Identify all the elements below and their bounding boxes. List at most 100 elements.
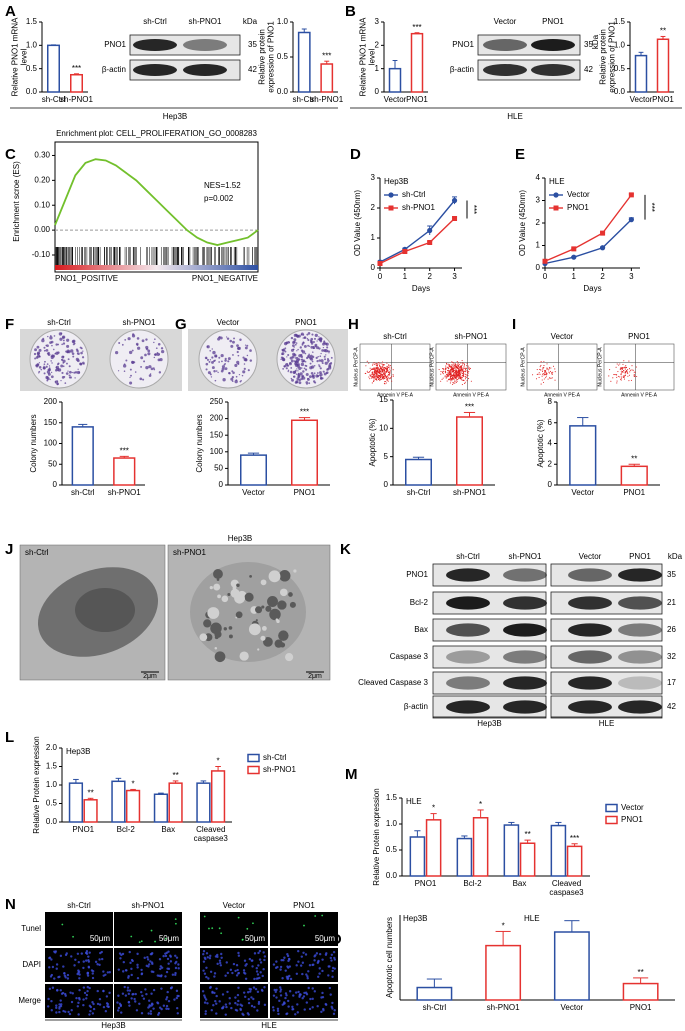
rank-strip bbox=[55, 265, 258, 270]
colony bbox=[300, 377, 303, 381]
cell-dot bbox=[282, 1002, 286, 1005]
colony bbox=[46, 344, 49, 348]
event bbox=[542, 372, 544, 375]
colony bbox=[318, 336, 320, 338]
cell-dot bbox=[262, 951, 265, 954]
cell-dot bbox=[308, 1007, 312, 1011]
group-label: HLE bbox=[599, 719, 615, 728]
marker bbox=[628, 192, 634, 198]
vacuole bbox=[207, 607, 220, 619]
event bbox=[377, 363, 379, 365]
blot-band bbox=[618, 676, 662, 690]
cell-dot bbox=[204, 998, 208, 1001]
vacuole bbox=[221, 595, 229, 603]
significance: *** bbox=[72, 64, 81, 73]
event bbox=[620, 370, 622, 372]
colony bbox=[158, 371, 162, 374]
colony bbox=[305, 365, 308, 368]
event bbox=[380, 366, 382, 368]
y-tick-label: 1.5 bbox=[46, 762, 58, 771]
cell-dot bbox=[70, 1000, 74, 1004]
event bbox=[373, 379, 375, 381]
fluorescence-image bbox=[270, 912, 338, 946]
colony bbox=[294, 369, 297, 372]
cells bbox=[201, 985, 267, 1017]
cell-dot bbox=[116, 1009, 120, 1012]
cell-dot bbox=[162, 1004, 166, 1007]
cell-dot bbox=[325, 952, 328, 955]
vacuole bbox=[228, 634, 233, 639]
event bbox=[454, 380, 456, 382]
cell-dot bbox=[226, 971, 230, 975]
colony bbox=[145, 338, 148, 341]
flow-events bbox=[532, 361, 556, 385]
colony bbox=[210, 376, 213, 378]
panel-letter: I bbox=[512, 316, 516, 333]
event bbox=[374, 373, 376, 375]
cell-dot bbox=[328, 986, 332, 990]
cell-dot bbox=[321, 958, 324, 961]
colony bbox=[308, 382, 311, 385]
colony bbox=[220, 353, 224, 358]
colony bbox=[49, 378, 51, 381]
colony bbox=[125, 359, 128, 362]
blot-band bbox=[503, 623, 547, 637]
x-tick-label: 0 bbox=[543, 272, 548, 281]
event bbox=[554, 371, 556, 373]
colony bbox=[320, 359, 324, 363]
protein-label: β-actin bbox=[450, 65, 474, 74]
colony bbox=[66, 344, 70, 348]
colony bbox=[307, 332, 311, 335]
event bbox=[374, 369, 376, 372]
event bbox=[379, 379, 381, 382]
cell-dot bbox=[102, 1005, 106, 1009]
event bbox=[452, 381, 454, 383]
event bbox=[452, 369, 454, 371]
colony bbox=[293, 346, 295, 348]
event bbox=[372, 363, 374, 365]
event bbox=[377, 369, 379, 371]
cell-dot bbox=[174, 966, 178, 970]
cell-dot bbox=[330, 953, 334, 956]
event bbox=[376, 376, 378, 378]
cell-dot bbox=[246, 991, 250, 994]
event bbox=[392, 374, 394, 376]
event bbox=[381, 368, 383, 370]
event bbox=[383, 377, 385, 379]
event bbox=[375, 367, 377, 369]
x-tick-label: 1 bbox=[403, 272, 408, 281]
bar bbox=[291, 419, 318, 486]
cell-dot bbox=[120, 1011, 123, 1014]
event bbox=[442, 377, 444, 379]
event bbox=[452, 378, 454, 380]
cell-dot bbox=[276, 1009, 280, 1013]
bar bbox=[656, 38, 670, 93]
cell-dot bbox=[158, 974, 161, 978]
bar bbox=[456, 837, 473, 877]
event bbox=[551, 377, 553, 379]
event bbox=[392, 375, 394, 377]
y-tick-label: 2 bbox=[548, 459, 553, 468]
event bbox=[374, 363, 376, 365]
cell-dot bbox=[332, 950, 336, 954]
colony bbox=[300, 362, 305, 367]
cell-dot bbox=[58, 975, 61, 978]
colony bbox=[47, 335, 49, 338]
cell-dot bbox=[241, 938, 244, 941]
cell-dot bbox=[291, 1007, 295, 1011]
cell-dot bbox=[202, 960, 206, 963]
cell-dot bbox=[92, 1002, 95, 1006]
panel-letter: H bbox=[348, 316, 359, 333]
cell-dot bbox=[122, 960, 126, 964]
cell-dot bbox=[96, 963, 99, 966]
cell-dot bbox=[231, 971, 234, 975]
marker bbox=[571, 246, 577, 252]
y-tick-label: 1 bbox=[371, 233, 376, 242]
cell-dot bbox=[219, 961, 222, 965]
colony bbox=[82, 350, 84, 352]
colony bbox=[231, 380, 234, 383]
event bbox=[390, 367, 393, 369]
colony bbox=[39, 356, 41, 358]
event bbox=[632, 369, 634, 371]
colony bbox=[306, 377, 310, 381]
